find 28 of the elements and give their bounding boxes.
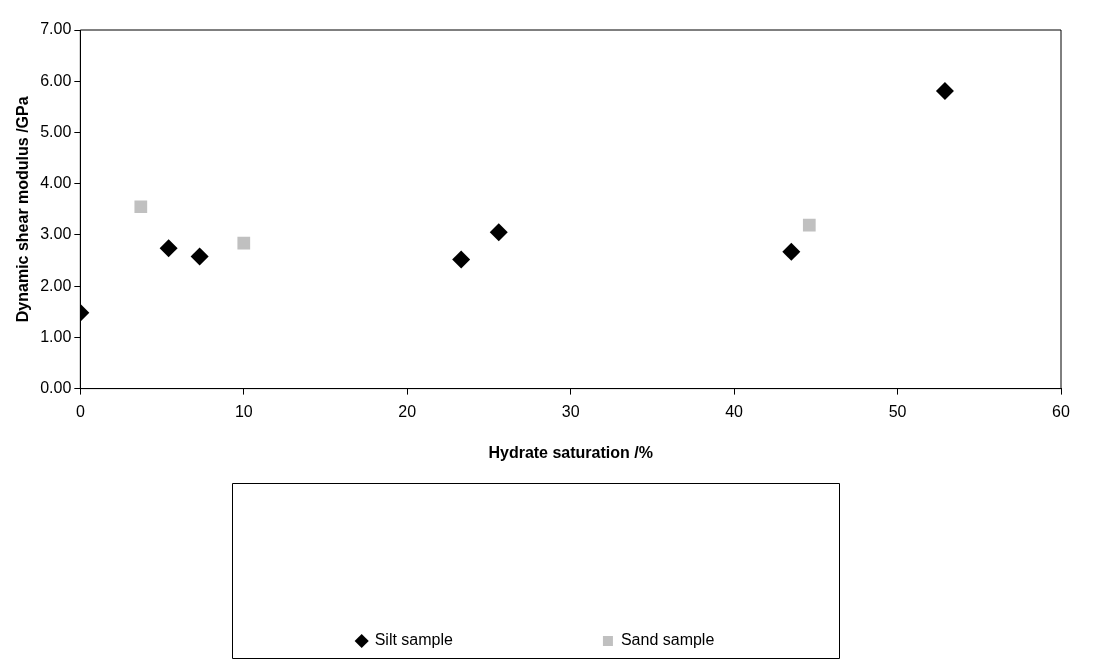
x-tick-label: 30 [561, 402, 580, 420]
point [452, 250, 471, 269]
y-tick-label: 7.00 [40, 20, 72, 38]
x-tick-label: 20 [398, 402, 417, 420]
point [134, 200, 148, 214]
x-tick-label: 0 [75, 402, 85, 420]
y-tick-label: 6.00 [40, 71, 72, 89]
y-tick-label: 0.00 [40, 379, 72, 397]
point [237, 236, 251, 250]
point [782, 242, 801, 261]
x-tick-label: 10 [234, 402, 253, 420]
y-tick-label: 1.00 [40, 327, 72, 345]
y-tick-label: 2.00 [40, 276, 72, 294]
y-tick-label: 4.00 [40, 174, 72, 192]
point [489, 223, 508, 242]
y-tick-label: 5.00 [40, 122, 72, 140]
x-tick-label: 40 [725, 402, 744, 420]
legend-label: Sand sample [620, 631, 715, 649]
point [159, 239, 178, 258]
x-tick-label: 60 [1052, 402, 1070, 420]
point [935, 81, 954, 100]
x-axis-title: Hydrate saturation /% [488, 443, 653, 461]
point [190, 247, 209, 266]
legend-label: Silt sample [374, 631, 454, 649]
point [802, 218, 816, 232]
y-tick-label: 3.00 [40, 225, 72, 243]
y-axis-title: Dynamic shear modulus /GPa [14, 96, 32, 323]
x-tick-label: 50 [888, 402, 907, 420]
